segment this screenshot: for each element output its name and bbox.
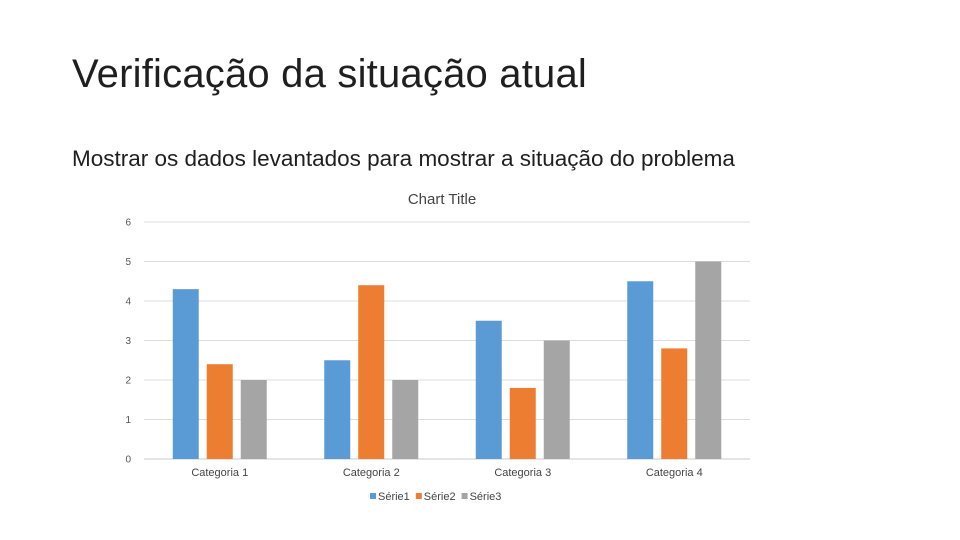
y-tick-label: 4 bbox=[125, 297, 131, 308]
bar-1-2 bbox=[324, 360, 351, 459]
bar-1-3 bbox=[475, 320, 502, 459]
chart-gridlines bbox=[144, 221, 750, 460]
bar-3-2 bbox=[392, 380, 419, 459]
bar-2-1 bbox=[206, 364, 233, 459]
legend-swatch bbox=[461, 493, 468, 499]
y-tick-label: 2 bbox=[125, 376, 131, 387]
x-category-label: Categoria 2 bbox=[343, 467, 400, 479]
slide-title: Verificação da situação atual bbox=[72, 52, 588, 96]
bar-1-4 bbox=[627, 281, 654, 459]
bar-2-3 bbox=[509, 387, 536, 459]
y-tick-label: 3 bbox=[125, 336, 131, 347]
bar-2-4 bbox=[661, 348, 688, 459]
y-axis-tick-labels: 0 1 2 3 4 5 6 bbox=[125, 218, 131, 466]
legend-label: Série3 bbox=[470, 491, 502, 503]
bar-1-1 bbox=[172, 289, 199, 459]
y-tick-label: 0 bbox=[125, 455, 131, 466]
legend-label: Série1 bbox=[378, 491, 410, 503]
x-category-label: Categoria 1 bbox=[191, 467, 248, 479]
x-category-label: Categoria 3 bbox=[494, 467, 551, 479]
bar-2-2 bbox=[358, 285, 385, 459]
bar-3-3 bbox=[543, 340, 570, 459]
legend-swatch bbox=[415, 493, 422, 499]
chart-title: Chart Title bbox=[408, 191, 476, 208]
bar-3-4 bbox=[695, 261, 722, 459]
legend-swatch bbox=[370, 493, 376, 499]
y-tick-label: 5 bbox=[125, 257, 131, 268]
x-axis-category-labels: Categoria 1 Categoria 2 Categoria 3 Categor… bbox=[191, 467, 702, 479]
y-tick-label: 1 bbox=[125, 415, 131, 426]
bar-3-1 bbox=[240, 380, 267, 459]
chart-bars bbox=[172, 261, 722, 459]
slide-body-text: Mostrar os dados levantados para mostrar… bbox=[72, 146, 735, 171]
chart-legend: Série1 Série2 Série3 bbox=[370, 491, 501, 503]
x-category-label: Categoria 4 bbox=[646, 467, 703, 479]
y-tick-label: 6 bbox=[125, 218, 131, 229]
legend-label: Série2 bbox=[424, 491, 456, 503]
